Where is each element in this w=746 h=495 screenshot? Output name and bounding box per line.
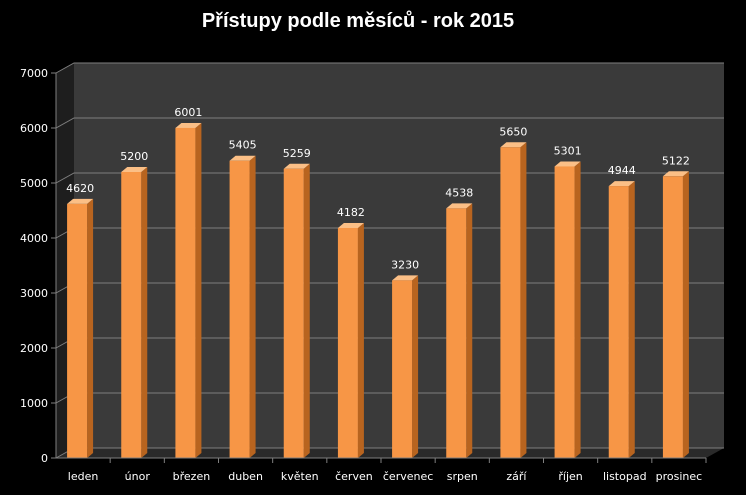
x-tick-label: červen — [335, 470, 373, 483]
bar-side — [412, 275, 419, 458]
bar — [392, 275, 419, 458]
x-tick-label: květen — [281, 470, 319, 483]
data-label: 4620 — [66, 182, 94, 195]
x-tick-label: duben — [228, 470, 263, 483]
data-label: 5650 — [499, 125, 527, 138]
bar — [67, 198, 94, 458]
bar-top — [229, 155, 256, 161]
bar-front — [175, 127, 196, 458]
bar-top — [446, 203, 473, 209]
data-label: 4944 — [608, 164, 636, 177]
bar-front — [392, 280, 413, 458]
bar-side — [682, 171, 689, 459]
bar-front — [67, 203, 88, 458]
bar-front — [608, 186, 629, 458]
bar — [175, 122, 202, 458]
bar — [283, 163, 310, 458]
bar-side — [466, 203, 473, 458]
gridline — [55, 117, 724, 129]
x-axis: leden únor březen duben květen červen červenec… — [56, 457, 707, 483]
data-label: 5122 — [662, 154, 690, 167]
y-tick-label: 0 — [41, 452, 48, 465]
x-tick-label: červenec — [383, 470, 433, 483]
data-label: 5301 — [554, 144, 582, 157]
bar — [554, 161, 581, 458]
bars-group — [67, 122, 689, 459]
bar — [662, 171, 689, 459]
bar — [500, 142, 527, 458]
bar — [121, 167, 148, 458]
bar-top — [662, 171, 689, 177]
x-tick-label: prosinec — [656, 470, 703, 483]
data-labels: 4620 5200 6001 5405 5259 4182 3230 4538 5650 5301… — [66, 106, 690, 271]
bar-top — [283, 163, 310, 169]
bar-side — [303, 163, 310, 458]
bar-top — [67, 198, 94, 204]
data-label: 5259 — [283, 147, 311, 160]
bar-side — [520, 142, 527, 458]
bar-front — [337, 227, 358, 458]
bar — [337, 222, 364, 458]
data-label: 5405 — [229, 139, 257, 152]
y-tick-label: 6000 — [20, 122, 48, 135]
bar-front — [662, 176, 683, 459]
gridline — [55, 62, 724, 74]
x-tick-label: říjen — [558, 470, 582, 483]
x-tick-label: září — [506, 470, 527, 483]
y-tick-label: 4000 — [20, 232, 48, 245]
bar-side — [574, 161, 581, 458]
x-tick-label: listopad — [603, 470, 647, 483]
y-axis: 0 1000 2000 3000 4000 5000 6000 7000 — [20, 67, 57, 465]
y-tick-label: 7000 — [20, 67, 48, 80]
bar-side — [249, 155, 256, 458]
x-tick-label: srpen — [447, 470, 478, 483]
bar-front — [283, 168, 304, 458]
x-tick-label: leden — [68, 470, 99, 483]
x-tick-label: březen — [173, 470, 211, 483]
bar-top — [337, 222, 364, 228]
bar-top — [392, 275, 419, 281]
y-tick-label: 5000 — [20, 177, 48, 190]
bar-side — [357, 222, 364, 458]
bar-front — [121, 172, 142, 458]
bar — [229, 155, 256, 458]
y-tick-label: 2000 — [20, 342, 48, 355]
data-label: 4182 — [337, 206, 365, 219]
bar-top — [608, 181, 635, 187]
y-tick-label: 3000 — [20, 287, 48, 300]
bar-top — [175, 122, 202, 128]
bar — [608, 181, 635, 458]
bar-top — [121, 167, 148, 172]
bar-front — [500, 147, 521, 458]
data-label: 4538 — [445, 186, 473, 199]
bar-side — [87, 198, 94, 458]
bar-top — [554, 161, 581, 167]
data-label: 6001 — [174, 106, 202, 119]
bar-front — [229, 160, 250, 458]
data-label: 3230 — [391, 258, 419, 271]
bar-side — [195, 122, 202, 458]
bar-front — [554, 166, 575, 458]
bar — [446, 203, 473, 458]
bar-side — [628, 181, 635, 458]
bar-top — [500, 142, 527, 148]
y-tick-label: 1000 — [20, 397, 48, 410]
bar-front — [446, 208, 467, 458]
data-label: 5200 — [120, 150, 148, 163]
bar-side — [141, 167, 148, 458]
x-tick-label: únor — [125, 470, 151, 483]
chart-title: Přístupy podle měsíců - rok 2015 — [202, 10, 514, 32]
